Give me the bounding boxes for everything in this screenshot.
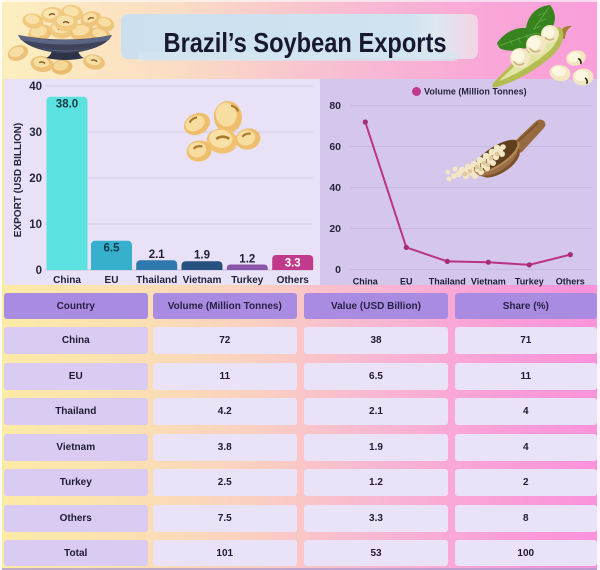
svg-text:EU: EU [400, 277, 413, 287]
svg-text:1.9: 1.9 [194, 250, 210, 262]
svg-text:40: 40 [329, 182, 341, 194]
svg-text:20: 20 [29, 173, 42, 185]
svg-text:38.0: 38.0 [56, 99, 78, 111]
svg-text:EXPORT (USD BILLION): EXPORT (USD BILLION) [13, 123, 24, 237]
svg-text:Vietnam: Vietnam [471, 277, 506, 287]
svg-text:2.1: 2.1 [149, 249, 166, 261]
svg-text:80: 80 [329, 100, 341, 112]
svg-text:Others: Others [556, 277, 585, 287]
svg-text:EU: EU [105, 275, 119, 286]
svg-text:Volume (Million Tonnes): Volume (Million Tonnes) [424, 87, 527, 97]
svg-text:6.5: 6.5 [104, 243, 121, 255]
svg-text:60: 60 [329, 141, 341, 153]
svg-text:China: China [53, 275, 81, 286]
svg-text:Thailand: Thailand [136, 275, 177, 286]
svg-text:30: 30 [29, 127, 42, 139]
svg-text:0: 0 [36, 265, 42, 277]
svg-text:40: 40 [29, 81, 42, 93]
svg-text:China: China [353, 277, 379, 287]
svg-text:Turkey: Turkey [231, 275, 263, 286]
svg-text:Turkey: Turkey [515, 277, 544, 287]
svg-text:Thailand: Thailand [429, 277, 466, 287]
svg-text:20: 20 [329, 223, 341, 235]
svg-text:0: 0 [335, 264, 341, 276]
svg-text:Vietnam: Vietnam [183, 275, 222, 286]
svg-text:3.3: 3.3 [285, 258, 301, 270]
svg-text:1.2: 1.2 [239, 254, 255, 266]
svg-text:Others: Others [277, 275, 310, 286]
svg-text:10: 10 [29, 219, 42, 231]
